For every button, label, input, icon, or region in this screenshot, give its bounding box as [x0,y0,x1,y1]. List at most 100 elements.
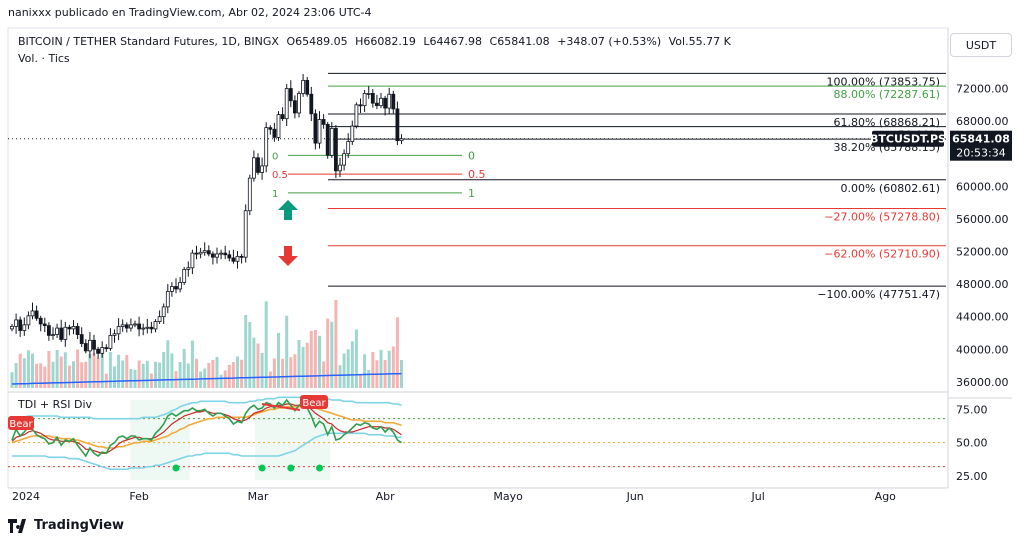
candle-body [14,319,19,327]
volume-bar [313,330,317,388]
down-arrow-icon [278,246,298,266]
volume-bar [359,374,362,388]
volume-bar [170,353,174,388]
bear-label-left: Bear [9,419,33,430]
ohlc-low: L64467.98 [423,35,483,48]
candle-body [317,119,322,144]
fib-level-label: −27.00% (57278.80) [824,210,940,223]
fib-level-label: 0.00% (60802.61) [840,182,940,195]
currency-button[interactable]: USDT [950,33,1012,57]
candle-body [141,327,146,330]
candle-body [383,97,388,109]
volume-bar [186,363,190,388]
volume-bar [43,366,47,388]
candle-body [83,343,88,352]
volume-label: Vol. · Tics [18,52,70,65]
time-tick-label: 2024 [12,490,40,503]
candle-body [128,324,133,329]
tdi-band-upper [12,396,402,420]
bear-label-left-bg [8,416,34,430]
indicator-name: TDI + RSI Div [18,398,93,411]
volume-bar [371,352,375,388]
candle-body [374,102,379,107]
volume-bar [178,362,182,388]
candle-body [243,210,248,258]
volume-bar [367,370,371,388]
time-tick-label: Ago [875,490,897,503]
candle-body [268,127,273,130]
volume-bar [47,351,51,388]
tradingview-logo[interactable]: TradingView [8,518,124,533]
time-tick-label: Feb [129,490,148,503]
candle-body [10,326,14,330]
volume-bar [272,358,276,388]
volume-bar [14,363,18,388]
candle-body [276,114,281,138]
volume-bar [309,331,313,388]
candle-body [67,326,72,330]
candle-body [297,93,301,114]
volume-bar [244,315,248,388]
volume-bar [129,369,133,388]
price-tick-label: 60000.00 [956,180,1009,193]
candle-body [18,319,23,331]
candle-body [186,267,191,270]
volume-bar [108,352,112,388]
volume-bar [289,357,293,388]
candle-body [333,128,338,172]
tradingview-logo-icon [8,518,26,533]
volume-bar [133,369,137,388]
tdi-market-base [11,404,402,449]
volume-bar [190,340,194,388]
volume-bar [137,360,141,388]
volume-bar [248,322,252,388]
candle-body [124,324,129,329]
volume-bar [211,360,215,388]
volume-bar [231,362,235,388]
candle-body [161,306,166,318]
candle-body [42,323,47,327]
volume-bar [117,354,121,388]
candle-body [79,334,84,344]
time-tick-label: Mar [248,490,269,503]
price-tick-label: 48000.00 [956,278,1009,291]
volume-bar [182,349,186,388]
volume-bar [100,352,104,388]
candle-body [264,127,269,167]
volume-bar [301,347,305,388]
volume-bar [318,335,321,388]
time-tick-label: Jul [751,490,765,503]
volume-bar [379,349,383,388]
candle-body [219,252,224,255]
volume-bar [363,354,367,388]
volume-bar [260,353,264,388]
volume-bar [80,362,84,388]
candle-body [100,347,105,354]
volume-bar [199,371,203,388]
candle-body [399,138,404,142]
volume-bar [395,317,399,388]
candle-body [96,348,100,354]
mini-fib-label-left: 0 [272,151,278,162]
volume-bar [145,360,149,388]
volume-bar [281,358,285,388]
candle-body [284,88,289,120]
tdi-band-lower [12,432,402,471]
volume-bar [113,366,116,388]
volume-bar [387,350,391,388]
volume-bar [67,365,71,388]
volume-bar [277,333,280,388]
candle-body [370,93,375,104]
buy-signal-dot [172,464,180,472]
volume-bar [305,342,309,388]
candle-body [301,79,306,94]
volume-bar [297,340,301,388]
buy-signal-dot [258,464,266,472]
candle-body [223,252,228,256]
price-tick-label: 40000.00 [956,343,1009,356]
volume-bar [330,321,334,388]
volume-bar [31,353,34,388]
volume-bar [125,355,129,388]
volume-bar [22,358,26,388]
